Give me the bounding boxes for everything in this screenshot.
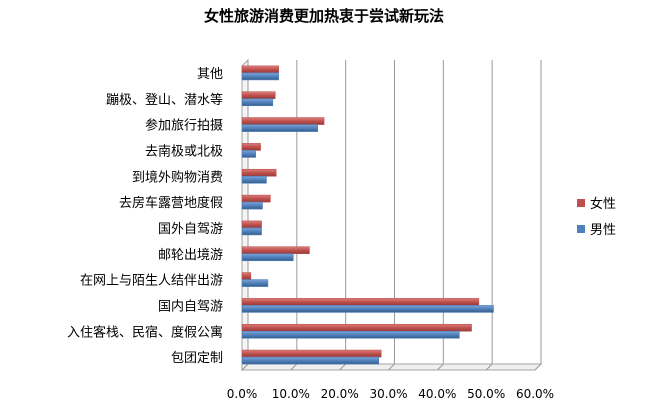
category-label: 蹦极、登山、潜水等: [106, 92, 223, 108]
category-label: 去房车露营地度假: [119, 195, 223, 211]
bar-male: [241, 330, 460, 339]
category-label: 到境外购物消费: [132, 169, 223, 185]
gridline-floor: [388, 363, 395, 371]
category-label: 国外自驾游: [158, 222, 223, 237]
plot-background: [240, 58, 543, 372]
bar-male: [241, 98, 274, 107]
gridline-floor: [241, 363, 249, 371]
gridlines: [241, 60, 542, 371]
bar-male: [241, 175, 267, 184]
category-labels: 其他蹦极、登山、潜水等参加旅行拍摄去南极或北极到境外购物消费去房车露营地度假国外…: [67, 67, 223, 366]
gridline-floor: [534, 363, 542, 371]
bar-male: [241, 279, 269, 287]
bar-female: [241, 91, 276, 100]
category-label: 包团定制: [171, 351, 223, 366]
bar-female: [241, 272, 252, 280]
gridline-floor: [485, 363, 493, 371]
category-label: 邮轮出境游: [158, 248, 223, 263]
bar-female: [241, 323, 472, 332]
bar-female: [241, 220, 262, 229]
legend-swatch: [577, 225, 585, 233]
category-label: 其他: [197, 67, 223, 82]
category-label: 国内自驾游: [158, 298, 223, 314]
bar-male: [241, 227, 262, 236]
category-label: 去南极或北极: [145, 143, 223, 159]
bar-female: [241, 117, 325, 125]
legend-label: 女性: [590, 196, 616, 212]
bar-female: [241, 194, 271, 203]
bar-female: [241, 298, 480, 306]
bar-male: [241, 72, 279, 81]
bar-female: [241, 168, 277, 177]
legend-label: 男性: [590, 223, 616, 238]
x-tick-label: 10.0%: [272, 387, 310, 401]
gridline-floor: [290, 363, 298, 371]
bar-female: [241, 65, 279, 74]
legend-swatch: [577, 199, 585, 207]
x-tick-label: 50.0%: [467, 387, 505, 401]
x-tick-label: 60.0%: [516, 387, 554, 401]
gridline-floor: [436, 363, 444, 371]
bar-male: [241, 124, 318, 132]
bar-female: [241, 143, 261, 151]
x-tick-labels: 0.0% 10.0% 20.0% 30.0% 40.0% 50.0% 60.0%: [227, 387, 554, 401]
bar-male: [241, 305, 494, 313]
category-label: 参加旅行拍摄: [145, 118, 223, 134]
plot-side-wall: [241, 58, 249, 372]
chart-title: 女性旅游消费更加热衷于尝试新玩法: [204, 7, 444, 25]
bar-female: [241, 349, 382, 358]
category-label: 在网上与陌生人结伴出游: [80, 274, 223, 289]
x-tick-label: 40.0%: [418, 387, 456, 401]
category-label: 入住客栈、民宿、度假公寓: [67, 324, 223, 340]
bar-male: [241, 356, 380, 365]
bar-male: [241, 150, 256, 158]
x-tick-label: 30.0%: [369, 387, 407, 401]
x-tick-label: 20.0%: [321, 387, 359, 401]
x-tick-label: 0.0%: [227, 387, 258, 401]
bar-male: [241, 253, 294, 262]
gridline-floor: [339, 363, 347, 371]
bars-group: [241, 65, 494, 365]
bar-male: [241, 201, 263, 210]
bar-female: [241, 246, 310, 255]
